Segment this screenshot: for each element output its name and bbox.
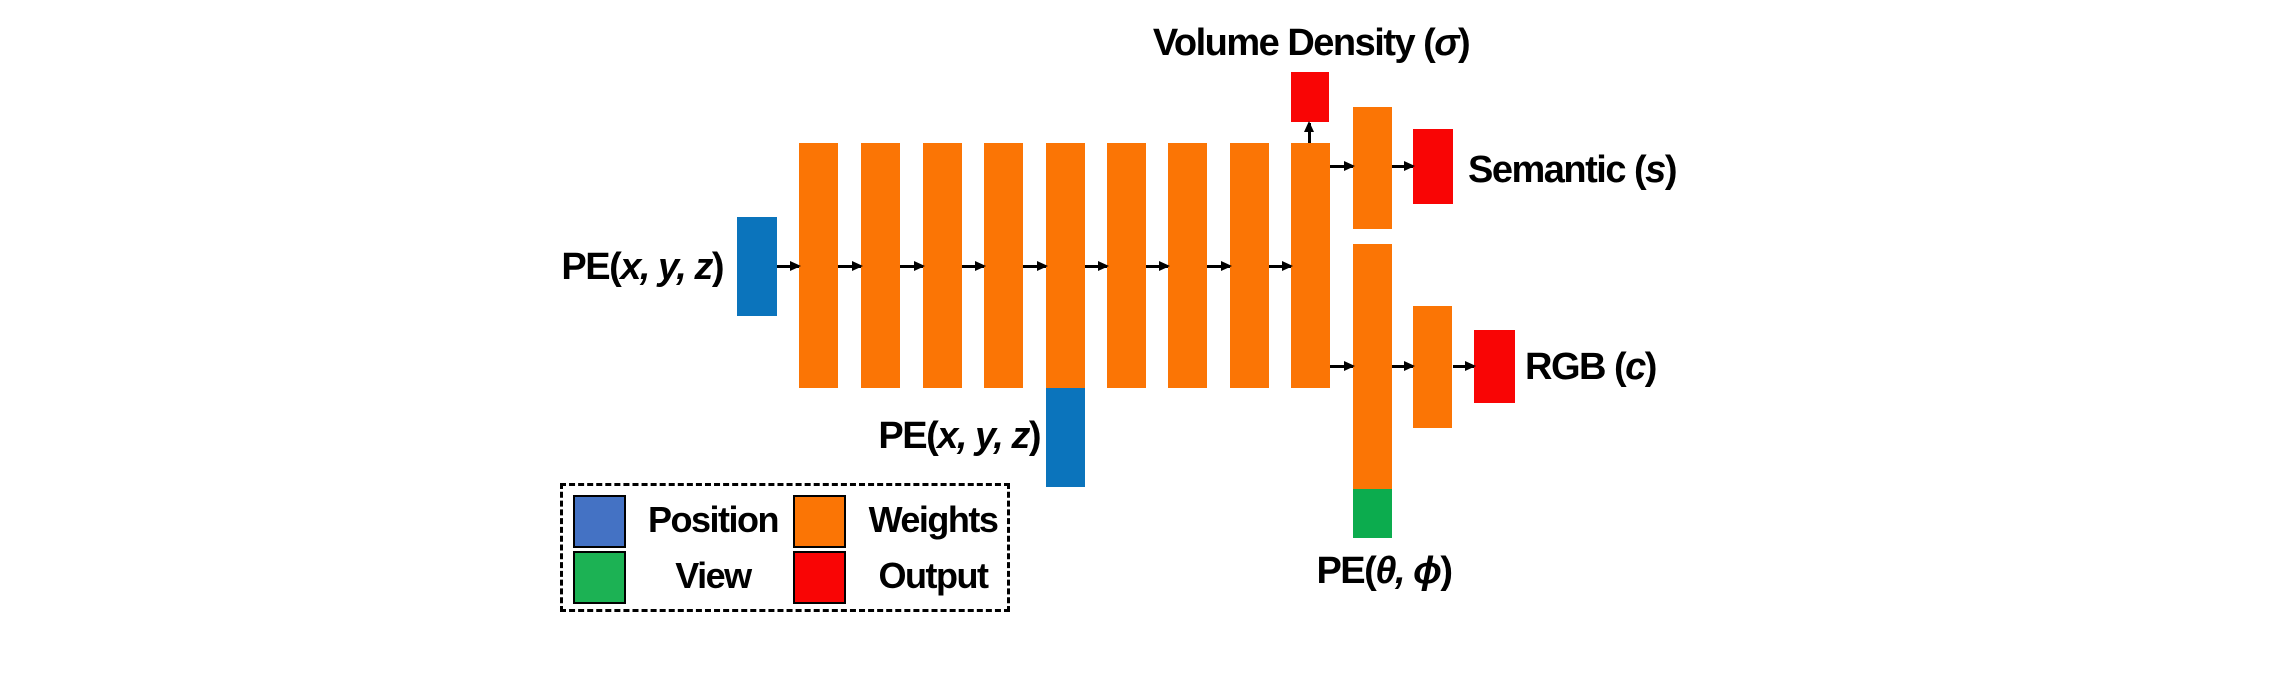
arrow-backbone-to-semantic-layer	[1330, 161, 1355, 171]
rgb-output-block	[1474, 330, 1515, 403]
arrow-color-layer1-to-layer2	[1392, 361, 1415, 371]
arrow-layer6-to-layer7	[1146, 261, 1170, 271]
legend-output-swatch	[793, 551, 846, 604]
pe-position-input-label-2: PE(x, y, z)	[878, 415, 1041, 457]
mlp-weight-layer-9	[1291, 143, 1330, 388]
semantic-output-label: Semantic (s)	[1468, 149, 1677, 191]
mlp-weight-layer-6	[1107, 143, 1146, 388]
semantic-branch-weight-layer	[1353, 107, 1392, 229]
color-branch-weight-layer-1	[1353, 244, 1392, 489]
legend-view-swatch	[573, 551, 626, 604]
arrow-backbone-to-color-layer1	[1330, 361, 1355, 371]
arrow-input-to-layer1	[777, 261, 801, 271]
arrow-layer9-to-density-output	[1304, 121, 1314, 143]
arrow-layer1-to-layer2	[838, 261, 863, 271]
mlp-weight-layer-1	[799, 143, 838, 388]
mlp-weight-layer-4	[984, 143, 1023, 388]
rgb-output-label: RGB (c)	[1525, 346, 1657, 388]
legend-position-swatch	[573, 495, 626, 548]
view-input-block	[1353, 489, 1392, 538]
pe-position-input-label-1: PE(x, y, z)	[561, 246, 724, 288]
semantic-output-block	[1413, 129, 1453, 204]
legend-weights-label: Weights	[868, 499, 999, 540]
legend-view-label: View	[675, 555, 752, 596]
arrow-layer3-to-layer4	[962, 261, 986, 271]
mlp-weight-layer-8	[1230, 143, 1269, 388]
mlp-weight-layer-3	[923, 143, 962, 388]
volume-density-output-label: Volume Density (σ)	[1152, 22, 1471, 64]
arrow-layer2-to-layer3	[900, 261, 925, 271]
mlp-weight-layer-5	[1046, 143, 1085, 388]
pe-view-input-label: PE(θ, ϕ)	[1316, 550, 1453, 592]
arrow-semantic-layer-to-output	[1392, 161, 1415, 171]
volume-density-output-block	[1291, 72, 1329, 122]
legend-output-label: Output	[878, 555, 989, 596]
legend-box: Position View Weights Output	[560, 483, 1010, 612]
arrow-layer7-to-layer8	[1207, 261, 1232, 271]
arrow-layer4-to-layer5	[1023, 261, 1048, 271]
color-branch-weight-layer-2	[1413, 306, 1452, 428]
mlp-weight-layer-7	[1168, 143, 1207, 388]
arrow-layer5-to-layer6	[1085, 261, 1109, 271]
mlp-weight-layer-2	[861, 143, 900, 388]
legend-weights-swatch	[793, 495, 846, 548]
legend-position-label: Position	[648, 499, 780, 540]
position-input-block-1	[737, 217, 777, 316]
arrow-layer8-to-layer9	[1269, 261, 1293, 271]
position-input-block-2	[1046, 388, 1085, 487]
arrow-color-layer2-to-rgb-output	[1453, 361, 1476, 371]
